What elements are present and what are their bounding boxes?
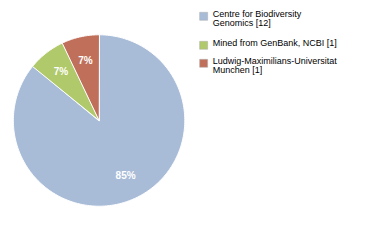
svg-text:Mined from GenBank, NCBI [1]: Mined from GenBank, NCBI [1]: [213, 38, 337, 48]
svg-text:85%: 85%: [116, 170, 136, 181]
svg-text:7%: 7%: [78, 55, 93, 66]
svg-text:Ludwig-Maximilians-Universitat: Ludwig-Maximilians-UniversitatMunchen [1…: [213, 56, 338, 75]
svg-text:Centre for BiodiversityGenomic: Centre for BiodiversityGenomics [12]: [213, 9, 302, 28]
svg-text:7%: 7%: [54, 66, 69, 77]
